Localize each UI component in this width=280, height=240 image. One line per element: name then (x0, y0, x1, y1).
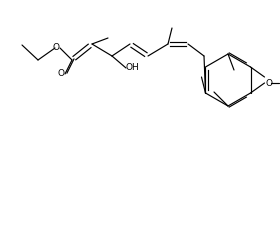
Text: O: O (53, 43, 59, 53)
Text: OH: OH (125, 64, 139, 72)
Text: O: O (265, 78, 272, 88)
Text: O: O (57, 70, 64, 78)
